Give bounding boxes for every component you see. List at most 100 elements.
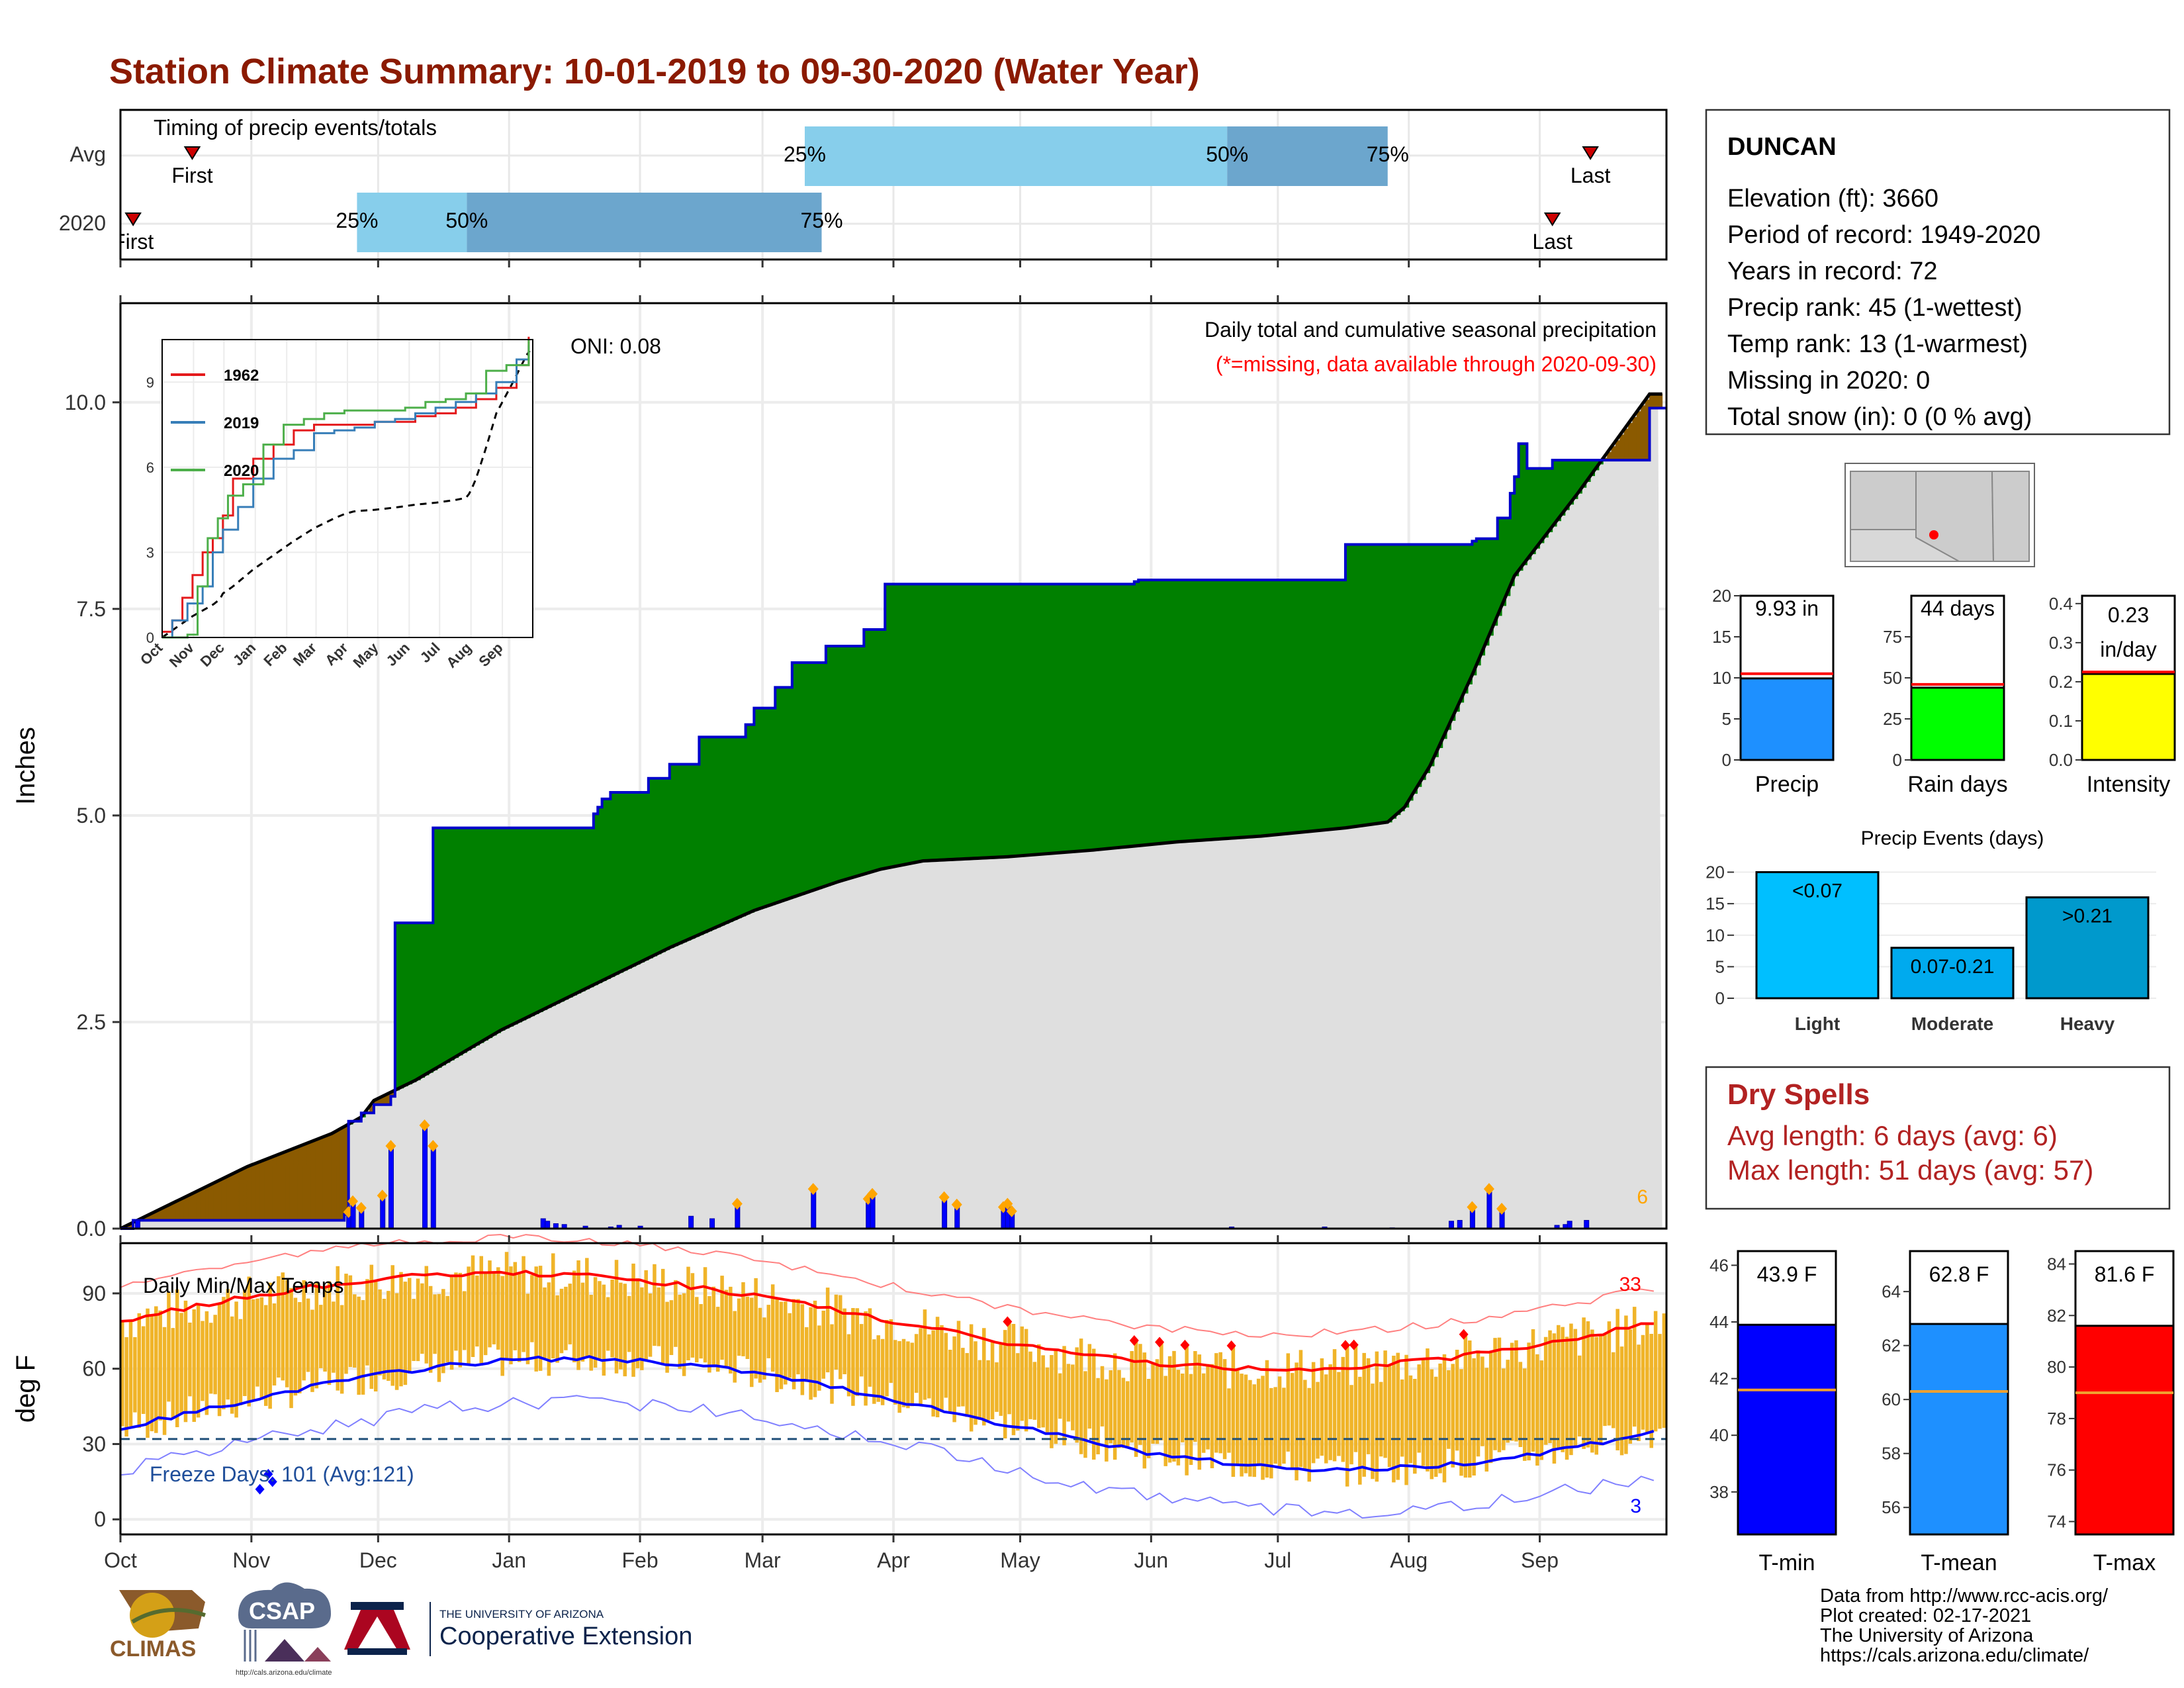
record-high-marker: [1155, 1336, 1165, 1348]
precip-event-count: 6: [1637, 1186, 1648, 1208]
events-bar-light: [1755, 871, 1880, 1000]
timing-avg-last-marker: [1582, 146, 1599, 160]
summary-bar-value-label: 0.23: [2108, 603, 2149, 627]
summary-bar-precip: [1739, 677, 1835, 761]
inset-legend-label: 1962: [224, 367, 259, 385]
heavy-event-marker: [731, 1197, 743, 1210]
oni-label: ONI: 0.08: [570, 334, 661, 358]
month-label: Mar: [745, 1548, 781, 1572]
timing-2020-first-marker: [124, 212, 142, 226]
events-title: Precip Events (days): [1861, 827, 2044, 849]
month-label: Aug: [1390, 1548, 1428, 1572]
record-low-marker: [267, 1476, 277, 1487]
temperature-summary-bars: 38 40 42 44 46 43.9 F T-min 56 58 60 62 64 62.8 F T-m…: [1709, 1250, 2175, 1575]
temp-summary-value-label: 81.6 F: [2095, 1262, 2155, 1286]
summary-bar-ytick-label: 15: [1712, 627, 1731, 647]
timing-avg-first-marker: [183, 146, 201, 160]
timing-2020-p50-label: 50%: [445, 209, 488, 232]
timing-2020-bar-50-75: [467, 193, 822, 252]
daily-precip-bar: [1584, 1220, 1590, 1229]
inset-1962-line: [162, 336, 530, 633]
climas-logo-text: CLIMAS: [110, 1636, 196, 1662]
month-label: Jan: [492, 1548, 526, 1572]
daily-precip-bar: [1457, 1220, 1463, 1229]
heavy-event-marker: [428, 1140, 439, 1152]
record-high-marker: [1129, 1335, 1139, 1346]
dry-spells-avg: Avg length: 6 days (avg: 6): [1727, 1120, 2058, 1151]
record-high-marker: [1180, 1339, 1190, 1350]
temp-summary-ytick-label: 74: [2047, 1512, 2066, 1532]
summary-bar-ytick-label: 0: [1893, 750, 1902, 770]
temp-summary-ytick-label: 56: [1882, 1497, 1901, 1517]
station-info-line: Temp rank: 13 (1-warmest): [1727, 330, 2028, 358]
events-bar-heavy: [2025, 896, 2150, 1000]
month-label: May: [1000, 1548, 1040, 1572]
average-cumulative-area: [120, 394, 1662, 1229]
temp-summary-ytick-label: 80: [2047, 1357, 2066, 1377]
timing-2020-p25-label: 25%: [336, 209, 378, 232]
summary-bar-category-label: Rain days: [1907, 772, 2007, 797]
precip-ytick-label: 7.5: [77, 597, 106, 621]
heavy-event-marker: [347, 1195, 359, 1207]
credit-data-source: Data from http://www.rcc-acis.org/: [1820, 1585, 2109, 1607]
temp-summary-category-label: T-min: [1759, 1550, 1815, 1575]
daily-precip-bar: [545, 1221, 551, 1229]
station-info-line: Period of record: 1949-2020: [1727, 221, 2040, 249]
heavy-event-marker: [377, 1190, 388, 1202]
inset-average-line: [161, 350, 531, 639]
timing-title: Timing of precip events/totals: [154, 115, 437, 140]
temp-summary-category-label: T-max: [2093, 1550, 2156, 1575]
record-high-marker: [1340, 1340, 1350, 1351]
csap-url: http://cals.arizona.edu/climate: [236, 1669, 332, 1677]
month-label: Sep: [1521, 1548, 1559, 1572]
temp-summary-ytick-label: 62: [1882, 1336, 1901, 1356]
temp-summary-ytick-label: 42: [1709, 1369, 1729, 1389]
temp-summary-ytick-label: 64: [1882, 1282, 1901, 1301]
temp-summary-ytick-label: 38: [1709, 1482, 1729, 1502]
record-high-marker: [1226, 1340, 1236, 1351]
inset-border: [161, 339, 533, 638]
summary-bar-ytick-label: 0: [1722, 750, 1731, 770]
timing-2020-first-label: First: [113, 230, 154, 254]
inset-ytick-label: 6: [146, 459, 154, 476]
events-bar-label: >0.21: [2062, 906, 2113, 927]
summary-bar-value-label: 44 days: [1921, 596, 1995, 620]
timing-panel: 25% 50% 75% First Last 25% 50% 75% First Last Tim…: [59, 109, 1668, 261]
dry-spells-title: Dry Spells: [1727, 1078, 1870, 1111]
record-high-envelope: [120, 1233, 1655, 1338]
summary-bar-value-unit: in/day: [2100, 637, 2156, 661]
summary-bar-ytick-label: 0.2: [2049, 672, 2073, 692]
temp-summary-ytick-label: 84: [2047, 1254, 2066, 1274]
station-info-line: Total snow (in): 0 (0 % avg): [1727, 403, 2032, 431]
month-label: Oct: [104, 1548, 137, 1572]
daily-precip-bar: [422, 1125, 428, 1229]
temperature-panel: 0 30 60 90 Oct Nov Dec Jan Feb Mar Apr May Jun Jul Au…: [11, 1233, 1668, 1572]
timing-avg-p25-label: 25%: [784, 142, 826, 166]
timing-2020-last-marker: [1543, 212, 1561, 226]
station-info-line: Missing in 2020: 0: [1727, 367, 1930, 395]
cold-days-count: 3: [1630, 1495, 1641, 1517]
inset-legend-label: 2020: [224, 462, 259, 480]
heavy-event-marker: [1467, 1201, 1478, 1213]
heavy-event-marker: [1006, 1205, 1017, 1217]
page-title: Station Climate Summary: 10-01-2019 to 0…: [109, 52, 1200, 91]
summary-bar-ytick-label: 0.0: [2049, 750, 2073, 770]
daily-precip-bar: [135, 1220, 141, 1229]
temp-ytick-label: 0: [94, 1507, 106, 1531]
daily-precip-bar: [1486, 1188, 1492, 1229]
cumulative-2020-line: [120, 406, 1666, 1230]
hot-days-count: 33: [1619, 1274, 1641, 1295]
events-ytick-label: 10: [1706, 925, 1725, 945]
temp-summary-ytick-label: 46: [1709, 1255, 1729, 1275]
temp-ytick-label: 30: [82, 1432, 106, 1456]
summary-bar-value-label: 9.93 in: [1755, 596, 1819, 620]
timing-row-avg: Avg: [69, 142, 106, 166]
record-low-marker: [255, 1483, 265, 1495]
inset-ytick-label: 3: [146, 544, 154, 561]
summary-bar-ytick-label: 50: [1883, 668, 1902, 688]
smoothed-tmax-line: [120, 1270, 1654, 1372]
heavy-event-marker: [1002, 1197, 1013, 1210]
precip-missing-note: (*=missing, data available through 2020-…: [1216, 352, 1657, 376]
daily-precip-bar: [1567, 1221, 1572, 1229]
